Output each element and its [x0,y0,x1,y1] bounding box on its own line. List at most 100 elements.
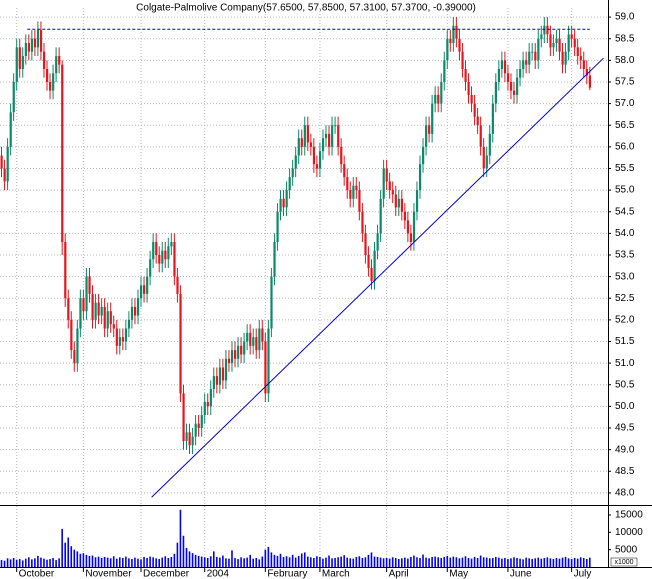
candle-body [161,250,164,264]
candle-body [331,125,334,147]
candle-body [97,302,100,316]
candle-body [425,125,428,147]
volume-bar [310,557,312,567]
volume-bar [146,557,148,567]
volume-bar [264,549,267,567]
volume-bar [428,558,430,567]
volume-bar [219,557,221,567]
candle-body [221,367,225,381]
y-tick-label: 54.0 [615,228,635,239]
volume-bar [194,554,197,567]
y-tick-label: 57.0 [615,98,635,109]
candle-body [152,242,155,260]
candle-body [200,415,203,429]
candle-body [543,25,546,35]
candle-body [224,358,228,381]
unit-box [610,557,638,567]
candle-body [273,242,276,277]
candle-body [91,293,94,320]
volume-bar [282,556,285,567]
candle-body [255,337,258,351]
candle-body [476,116,479,126]
volume-bar [137,558,139,567]
volume-bar [410,556,412,567]
volume-bar [197,555,200,567]
candle-body [494,81,498,104]
volume-bar [161,557,164,567]
volume-bar [203,557,206,567]
candle-body [482,146,485,169]
candle-body [21,56,24,69]
candle-body [467,81,470,95]
candle-body [340,146,343,165]
volume-bar [313,557,315,567]
volume-bar [325,557,327,567]
volume-bar [482,557,485,567]
candle-body [588,75,592,88]
volume-bar [306,556,309,567]
candle-body [570,34,573,39]
volume-bar [510,558,512,567]
volume-bar [273,554,276,567]
y-tick-label: 54.5 [615,206,635,217]
volume-bar [118,557,121,567]
candle-body [446,38,449,61]
volume-bar [237,559,239,567]
candle-body [143,285,146,294]
volume-tick-label: 5000 [615,544,638,555]
candle-body [167,246,170,260]
candle-body [0,155,3,169]
candle-body [112,324,115,329]
candle-body [46,68,49,82]
volume-bar [552,559,555,567]
volume-bar [361,557,364,567]
volume-bar [179,509,182,567]
volume-bar [388,558,391,567]
volume-bar [122,557,124,567]
volume-bar [18,559,21,567]
candle-body [197,423,200,429]
volume-bar [24,558,27,567]
candle-body [379,198,382,234]
candle-body [276,211,279,243]
candle-body [203,402,206,416]
volume-bar [115,558,118,567]
volume-bar [531,559,533,567]
volume-bar [449,557,452,567]
candle-body [321,138,325,152]
candle-body [431,103,434,134]
candle-body [243,341,246,355]
volume-bar [564,556,567,567]
volume-bar [498,557,500,567]
volume-bar [216,556,218,567]
volume-bar [585,559,588,567]
candle-body [573,38,576,48]
volume-bar [100,557,103,567]
candle-body [485,155,488,169]
volume-bar [516,557,518,567]
candle-body [133,306,137,316]
candle-body [121,337,125,342]
candle-body [85,276,88,312]
x-tick-label: April [389,569,409,579]
candle-body [173,242,176,277]
candle-body [509,81,513,91]
candle-body [58,56,61,65]
candle-body [179,293,182,394]
volume-bar [567,558,570,567]
candle-body [422,146,425,165]
volume-bar [300,553,303,567]
candle-body [552,43,555,48]
volume-bar [164,556,167,567]
candle-body [76,328,79,364]
volume-bar [52,557,54,567]
volume-bar [413,555,415,567]
volume-bar [91,555,94,567]
volume-bar [6,558,9,567]
candle-body [294,155,297,169]
candle-body [555,38,558,44]
candle-body [212,376,215,390]
y-tick-label: 56.0 [615,141,635,152]
volume-bar [467,557,470,567]
candle-body [370,267,373,281]
